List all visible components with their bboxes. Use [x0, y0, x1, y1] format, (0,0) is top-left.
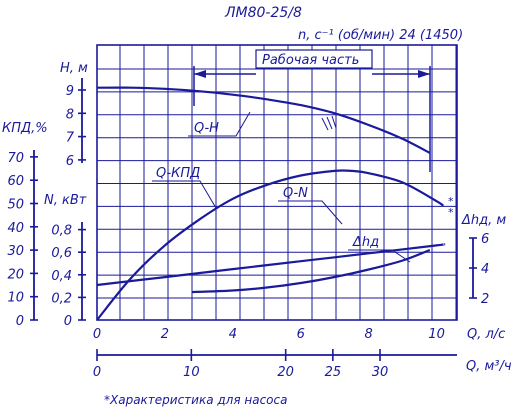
axis-kpd: КПД,% 70 60 50 40 30 20 10 0: [2, 121, 48, 329]
axis-h-tick-label-1: 8: [66, 107, 74, 122]
axis-q-ls-tick-label-1: 2: [161, 327, 169, 342]
axis-q-ls-tick-label-0: 0: [93, 327, 101, 342]
axis-n-label: N, кВт: [44, 193, 87, 208]
series-label-dh: Δhд: [352, 235, 379, 250]
working-range-box: [255, 49, 373, 69]
axis-kpd-tick-label-6: 10: [7, 291, 24, 306]
axis-kpd-ticks: 70 60 50 40 30 20 10 0: [7, 151, 38, 329]
axis-n-tick-label-2: 0,4: [51, 269, 72, 284]
axis-dh: Δhд, м 6 4 2: [461, 213, 506, 307]
chart-title: ЛМ80-25/8: [224, 5, 302, 21]
axis-n-ticks: 0,8 0,6 0,4 0,2 0: [51, 224, 86, 329]
series-label-q-kpd: Q-КПД: [156, 166, 200, 181]
axis-q-m3h-tick-label-2: 20: [277, 365, 294, 380]
axis-q-m3h-tick-label-4: 30: [372, 365, 389, 380]
axis-q-m3h-tick-label-3: 25: [325, 365, 342, 380]
series-leader-q-kpd: [152, 180, 217, 209]
axis-q-ls: 0 2 4 6 8 10 Q, л/с: [93, 327, 505, 342]
series-line-q-kpd: [96, 169, 445, 321]
asterisk-marker-2: *: [448, 206, 454, 219]
axis-h-tick-label-0: 9: [66, 84, 74, 99]
working-range: Рабочая часть: [193, 49, 431, 172]
series-leader-q-n: [278, 200, 343, 225]
working-range-label: Рабочая часть: [262, 53, 359, 68]
axis-h-tick-label-3: 6: [66, 154, 74, 169]
axis-n-tick-label-3: 0,2: [51, 291, 72, 306]
axis-kpd-tick-label-0: 70: [7, 151, 24, 166]
axis-h: H, м 9 8 7 6: [60, 61, 88, 169]
hatch-mark: [321, 115, 337, 131]
axis-q-ls-tick-label-5: 10: [428, 327, 445, 342]
axis-kpd-tick-label-3: 40: [7, 221, 24, 236]
axis-n-tick-label-1: 0,6: [51, 246, 72, 261]
series-labels: Q-H Q-КПД Q-N Δhд * *: [152, 111, 454, 263]
axis-dh-tick-label-2: 2: [481, 292, 489, 307]
axis-q-m3h-tick-label-1: 10: [183, 365, 200, 380]
axis-h-ticks: 9 8 7 6: [66, 84, 86, 169]
axis-q-ls-label: Q, л/с: [467, 327, 505, 342]
axis-q-ls-tick-label-3: 6: [297, 327, 305, 342]
axis-q-m3h-tick-label-0: 0: [93, 365, 101, 380]
chart-subtitle: n, c⁻¹ (об/мин) 24 (1450): [298, 28, 463, 43]
axis-q-ls-tick-label-2: 4: [229, 327, 237, 342]
axis-n: N, кВт 0,8 0,6 0,4 0,2 0: [44, 193, 87, 329]
axis-q-m3h-ticks: 0 10 20 25 30: [93, 349, 388, 380]
series-line-q-h: [96, 86, 431, 154]
axis-h-label: H, м: [60, 61, 88, 76]
axis-kpd-tick-label-1: 60: [7, 174, 24, 189]
series-label-q-n: Q-N: [283, 186, 308, 201]
series-line-q-n: [96, 243, 446, 287]
working-range-arrowhead-left: [194, 70, 206, 78]
axis-h-tick-label-2: 7: [66, 131, 75, 146]
axis-kpd-tick-label-4: 30: [7, 244, 24, 259]
axis-kpd-tick-label-2: 50: [7, 198, 24, 213]
axis-dh-label: Δhд, м: [461, 213, 506, 228]
axis-dh-ticks: 6 4 2: [469, 232, 489, 307]
axis-q-ls-ticks: 0 2 4 6 8 10: [93, 327, 445, 342]
series-leader-q-h: [188, 111, 251, 137]
axis-kpd-tick-label-5: 20: [7, 267, 24, 282]
axis-n-tick-label-0: 0,8: [51, 224, 72, 239]
plot-frame: [96, 44, 458, 321]
series-label-q-h: Q-H: [194, 121, 219, 136]
axis-q-ls-tick-label-4: 8: [365, 327, 373, 342]
axis-q-m3h-label: Q, м³/ч: [466, 359, 512, 374]
axis-kpd-label: КПД,%: [2, 121, 48, 136]
axis-kpd-tick-label-7: 0: [16, 314, 24, 329]
axis-q-m3h: 0 10 20 25 30 Q, м³/ч: [93, 349, 512, 380]
axis-n-tick-label-4: 0: [64, 314, 72, 329]
series-leader-dh: [348, 249, 411, 263]
working-range-arrowhead-right: [418, 70, 430, 78]
asterisk-marker-1: *: [448, 195, 454, 208]
series-line-dh: [192, 248, 431, 294]
axis-dh-tick-label-1: 4: [481, 262, 489, 277]
axis-dh-tick-label-0: 6: [481, 232, 489, 247]
chart-caption: *Характеристика для насоса: [104, 393, 287, 407]
